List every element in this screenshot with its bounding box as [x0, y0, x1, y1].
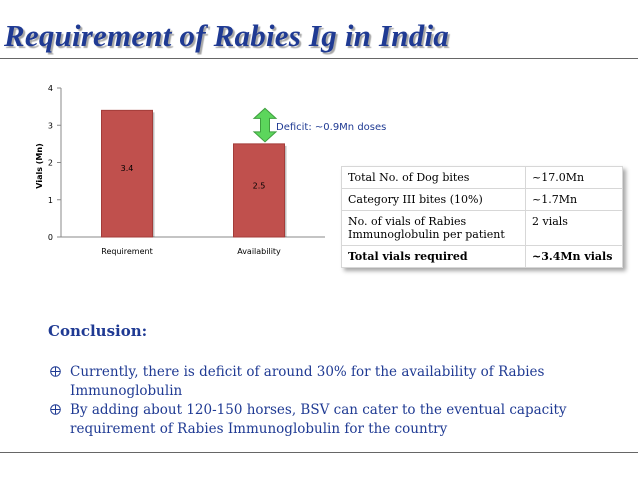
table-cell-value: ~17.0Mn: [525, 166, 623, 189]
table-cell-label: Total No. of Dog bites: [341, 166, 526, 189]
bar-requirement: [101, 109, 153, 238]
y-tick-label: 1: [48, 196, 53, 205]
conclusion-list: Currently, there is deficit of around 30…: [50, 363, 590, 439]
requirement-table: Total No. of Dog bites ~17.0Mn Category II…: [341, 166, 623, 268]
conclusion-heading: Conclusion:: [48, 322, 148, 340]
title-divider: [0, 58, 638, 59]
table-row: Total No. of Dog bites ~17.0Mn: [341, 166, 623, 189]
bar-chart: Vials (Mn) 0 1 2 3 4 3.4 2.5 Requirement Avail…: [35, 84, 325, 256]
y-tick-label: 2: [48, 159, 53, 168]
deficit-arrow-icon: [252, 107, 278, 143]
y-tick-label: 4: [48, 84, 53, 93]
bar-availability: [233, 143, 285, 238]
table-cell-value: 2 vials: [525, 210, 623, 246]
table-row: No. of vials of Rabies Immunoglobulin pe…: [341, 210, 623, 246]
bullet-text: Currently, there is deficit of around 30…: [70, 364, 545, 399]
table-cell-value: ~1.7Mn: [525, 188, 623, 211]
deficit-arrow-shape: [252, 107, 278, 143]
x-tick-label: Requirement: [101, 247, 152, 256]
bullet-icon: [50, 404, 61, 415]
conclusion-bullet: Currently, there is deficit of around 30…: [50, 363, 590, 401]
y-axis-label: Vials (Mn): [35, 143, 44, 188]
conclusion-bullet: By adding about 120-150 horses, BSV can …: [50, 401, 590, 439]
table-cell-label: Total vials required: [341, 245, 526, 268]
table-cell-label: Category III bites (10%): [341, 188, 526, 211]
y-tick-label: 0: [48, 233, 53, 242]
deficit-annotation: Deficit: ~0.9Mn doses: [276, 122, 387, 133]
data-label: 2.5: [253, 182, 266, 191]
table-cell-label: No. of vials of Rabies Immunoglobulin pe…: [341, 210, 526, 246]
slide-title: Requirement of Rabies Ig in India: [4, 18, 449, 53]
table-row: Category III bites (10%) ~1.7Mn: [341, 188, 623, 211]
bullet-text: By adding about 120-150 horses, BSV can …: [70, 402, 567, 437]
table-row: Total vials required ~3.4Mn vials: [341, 245, 623, 268]
footer-divider: [0, 452, 638, 453]
data-label: 3.4: [121, 164, 134, 173]
bullet-icon: [50, 366, 61, 377]
x-tick-label: Availability: [237, 247, 281, 256]
y-tick-label: 3: [48, 121, 53, 130]
table-cell-value: ~3.4Mn vials: [525, 245, 623, 268]
